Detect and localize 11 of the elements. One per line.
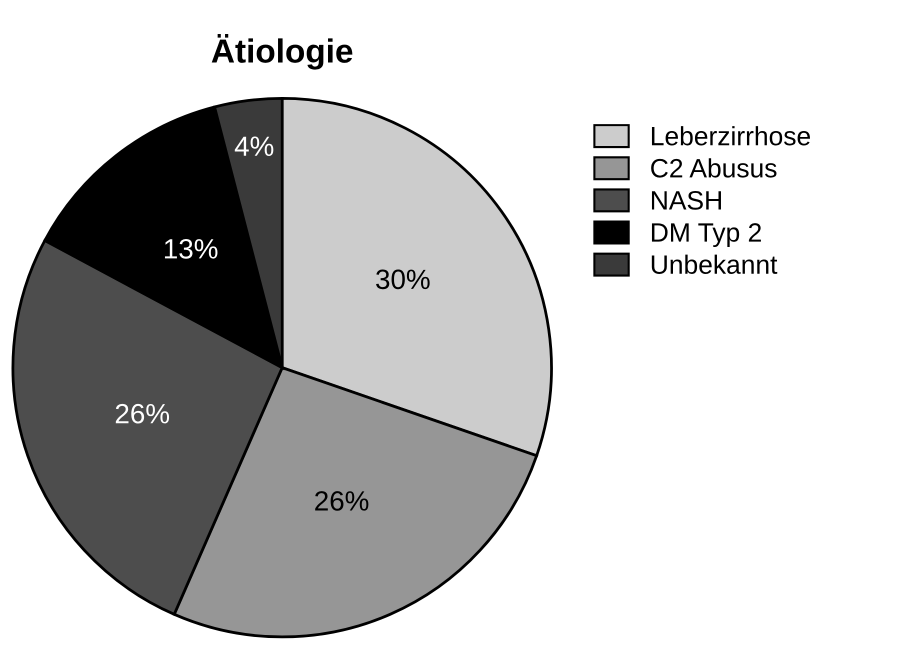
legend-label: C2 Abusus — [651, 158, 776, 178]
data-label: 26% — [116, 404, 170, 424]
legend-label: DM Typ 2 — [652, 223, 761, 248]
legend-label: NASH — [652, 191, 721, 210]
chart-title: Ätiologie — [212, 34, 352, 70]
legend-label: Unbekannt — [652, 254, 778, 274]
data-label: 30% — [376, 270, 430, 290]
data-label: 26% — [315, 491, 368, 511]
data-label: 4% — [234, 136, 274, 156]
data-label: 13% — [164, 239, 218, 259]
legend-label: Leberzirrhose — [652, 126, 810, 146]
